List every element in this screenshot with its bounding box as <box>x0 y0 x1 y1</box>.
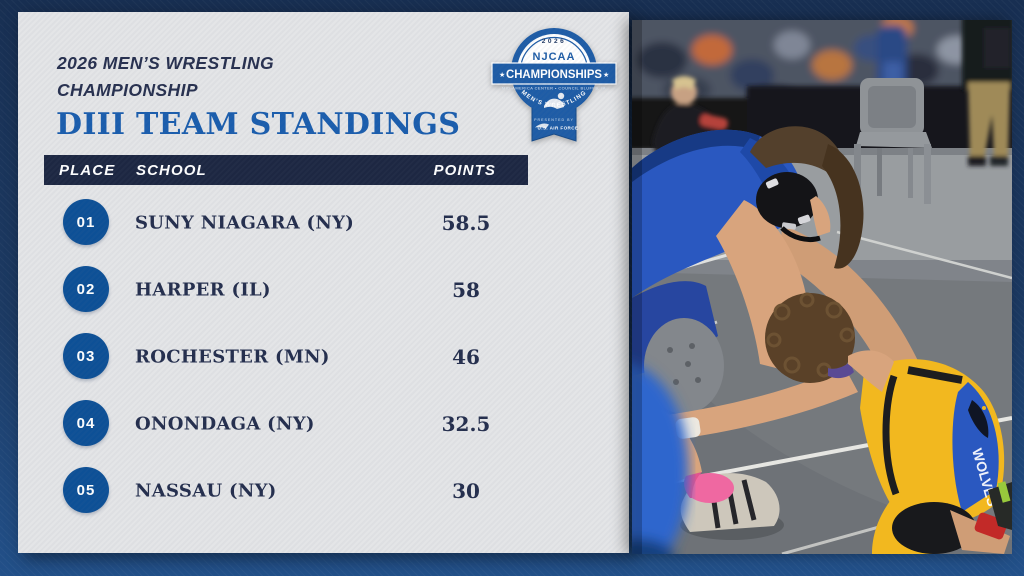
foreground-blue-knee <box>632 362 689 554</box>
points-value: 58.5 <box>441 210 491 235</box>
badge-sponsor: U.S. AIR FORCE <box>538 126 579 131</box>
school-name: ROCHESTER (MN) <box>135 346 330 367</box>
standings-row: 01 SUNY NIAGARA (NY) 58.5 <box>44 189 604 256</box>
wrestling-action-photo: WOLVES <box>632 20 1012 554</box>
event-subtitle-line2: CHAMPIONSHIP <box>57 80 198 100</box>
mascot-bird-logo <box>968 400 989 438</box>
badge-star-right: ★ <box>603 71 609 79</box>
page-title: DIII TEAM STANDINGS <box>56 107 461 142</box>
standings-row: 04 ONONDAGA (NY) 32.5 <box>44 390 604 457</box>
column-header-school: SCHOOL <box>136 161 207 179</box>
school-name: NASSAU (NY) <box>135 480 277 501</box>
standings-row: 05 NASSAU (NY) 30 <box>44 457 604 524</box>
folding-chair <box>854 78 932 204</box>
njcaa-championship-badge: 2026 NJCAA ★ ★ CHAMPIONSHIPS MID-AMERICA… <box>490 25 618 149</box>
points-value: 30 <box>452 478 480 503</box>
column-header-place: PLACE <box>59 161 116 179</box>
event-subtitle: 2026 MEN’S WRESTLING CHAMPIONSHIP <box>57 50 274 104</box>
school-name: ONONDAGA (NY) <box>135 413 315 434</box>
standings-header-row: PLACE SCHOOL POINTS <box>44 155 528 185</box>
standings-row: 03 ROCHESTER (MN) 46 <box>44 323 604 390</box>
badge-banner-text: CHAMPIONSHIPS <box>506 69 602 81</box>
badge-year: 2026 <box>542 38 566 45</box>
place-badge: 02 <box>63 266 109 312</box>
standings-rows: 01 SUNY NIAGARA (NY) 58.5 02 HARPER (IL)… <box>44 189 604 524</box>
badge-ribbon <box>532 105 576 141</box>
standings-panel: 2026 MEN’S WRESTLING CHAMPIONSHIP DIII T… <box>18 12 629 553</box>
place-badge: 04 <box>63 400 109 446</box>
badge-presented-by: PRESENTED BY <box>534 118 574 122</box>
place-badge: 05 <box>63 467 109 513</box>
points-value: 46 <box>452 344 480 369</box>
striped-wrestling-shoe <box>680 472 784 540</box>
wrestler-pictogram-icon <box>544 92 565 109</box>
event-subtitle-line1: 2026 MEN’S WRESTLING <box>57 53 275 73</box>
points-value: 58 <box>452 277 480 302</box>
points-value: 32.5 <box>441 411 491 436</box>
school-name: HARPER (IL) <box>135 279 271 300</box>
air-force-wings-icon <box>535 123 549 129</box>
photographer <box>962 20 1012 166</box>
school-name: SUNY NIAGARA (NY) <box>135 212 355 233</box>
badge-org: NJCAA <box>533 51 576 63</box>
wrestling-photo-illustration: WOLVES <box>632 20 1012 554</box>
place-badge: 01 <box>63 199 109 245</box>
place-badge: 03 <box>63 333 109 379</box>
badge-graphic: 2026 NJCAA ★ ★ CHAMPIONSHIPS MID-AMERICA… <box>491 28 617 142</box>
badge-star-left: ★ <box>499 71 505 79</box>
column-header-points: POINTS <box>433 161 496 179</box>
standings-row: 02 HARPER (IL) 58 <box>44 256 604 323</box>
badge-location-text: MID-AMERICA CENTER • COUNCIL BLUFFS, IA <box>502 87 606 91</box>
